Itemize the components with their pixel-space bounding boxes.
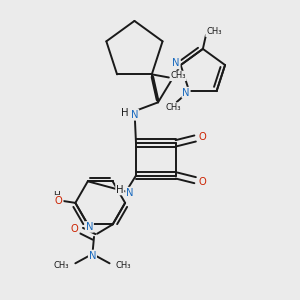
Text: CH₃: CH₃ — [116, 261, 131, 270]
Text: H: H — [116, 184, 124, 194]
Text: O: O — [198, 132, 206, 142]
Text: CH₃: CH₃ — [166, 103, 182, 112]
Text: H: H — [121, 108, 128, 118]
Text: CH₃: CH₃ — [170, 71, 186, 80]
Text: CH₃: CH₃ — [54, 261, 69, 270]
Text: N: N — [89, 250, 96, 260]
Text: O: O — [71, 224, 79, 234]
Text: N: N — [85, 222, 93, 232]
Text: H: H — [53, 190, 60, 200]
Text: N: N — [182, 88, 190, 98]
Text: O: O — [198, 177, 206, 187]
Text: N: N — [131, 110, 139, 120]
Text: N: N — [126, 188, 134, 198]
Text: CH₃: CH₃ — [206, 27, 221, 36]
Text: O: O — [55, 196, 63, 206]
Text: N: N — [172, 58, 180, 68]
